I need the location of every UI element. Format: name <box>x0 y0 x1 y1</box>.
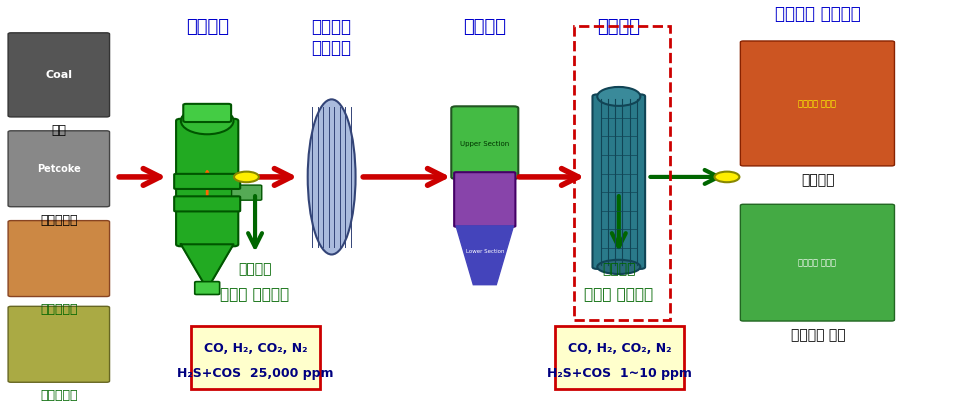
Ellipse shape <box>597 87 640 106</box>
FancyBboxPatch shape <box>176 119 238 246</box>
Text: 화학원료 이미지: 화학원료 이미지 <box>799 258 836 267</box>
Text: H₂S+COS  25,000 ppm: H₂S+COS 25,000 ppm <box>178 367 334 380</box>
FancyBboxPatch shape <box>183 104 231 122</box>
Text: 가스화기: 가스화기 <box>185 18 228 36</box>
Text: CO, H₂, CO₂, N₂: CO, H₂, CO₂, N₂ <box>567 342 671 355</box>
Text: Petcoke: Petcoke <box>36 164 81 174</box>
FancyBboxPatch shape <box>191 326 320 389</box>
Text: 화학원료 생산: 화학원료 생산 <box>791 328 845 342</box>
Text: 전기생산: 전기생산 <box>802 173 834 187</box>
Text: 석유코크스: 석유코크스 <box>40 214 78 226</box>
Text: 전기생산 이미지: 전기생산 이미지 <box>799 99 836 108</box>
Text: Upper Section: Upper Section <box>460 141 510 147</box>
Text: 혼합폐기물: 혼합폐기물 <box>40 303 78 316</box>
Text: 합성가스: 합성가스 <box>238 263 272 277</box>
Text: 석탄: 석탄 <box>51 124 66 137</box>
FancyBboxPatch shape <box>454 172 516 227</box>
FancyBboxPatch shape <box>231 185 262 200</box>
Circle shape <box>714 172 739 182</box>
Text: 고농도 산성가스: 고농도 산성가스 <box>221 287 290 302</box>
FancyBboxPatch shape <box>8 131 109 207</box>
FancyBboxPatch shape <box>8 221 109 296</box>
Text: 집진설비: 집진설비 <box>464 18 506 36</box>
Ellipse shape <box>308 99 355 254</box>
Ellipse shape <box>597 260 640 274</box>
FancyBboxPatch shape <box>555 326 684 389</box>
Text: 합성가스 이용설비: 합성가스 이용설비 <box>775 5 861 23</box>
Text: 저농도 산성가스: 저농도 산성가스 <box>585 287 654 302</box>
Text: 탈황설비: 탈황설비 <box>597 18 640 36</box>
Ellipse shape <box>180 107 233 134</box>
Circle shape <box>234 172 259 182</box>
Polygon shape <box>456 226 514 285</box>
FancyBboxPatch shape <box>195 282 220 295</box>
Text: 합성가스
냉각설비: 합성가스 냉각설비 <box>312 18 351 57</box>
Text: H₂S+COS  1~10 ppm: H₂S+COS 1~10 ppm <box>547 367 692 380</box>
Text: Lower Section: Lower Section <box>466 249 504 254</box>
Text: Coal: Coal <box>45 70 72 80</box>
Polygon shape <box>180 244 233 289</box>
FancyBboxPatch shape <box>174 196 240 211</box>
Text: 합성가스: 합성가스 <box>602 263 636 277</box>
FancyBboxPatch shape <box>451 106 518 179</box>
Text: 바이오매스: 바이오매스 <box>40 389 78 402</box>
FancyBboxPatch shape <box>174 174 240 189</box>
FancyBboxPatch shape <box>740 204 895 321</box>
FancyBboxPatch shape <box>8 306 109 382</box>
FancyBboxPatch shape <box>592 95 645 269</box>
Text: CO, H₂, CO₂, N₂: CO, H₂, CO₂, N₂ <box>204 342 307 355</box>
FancyBboxPatch shape <box>740 41 895 166</box>
FancyBboxPatch shape <box>8 33 109 117</box>
